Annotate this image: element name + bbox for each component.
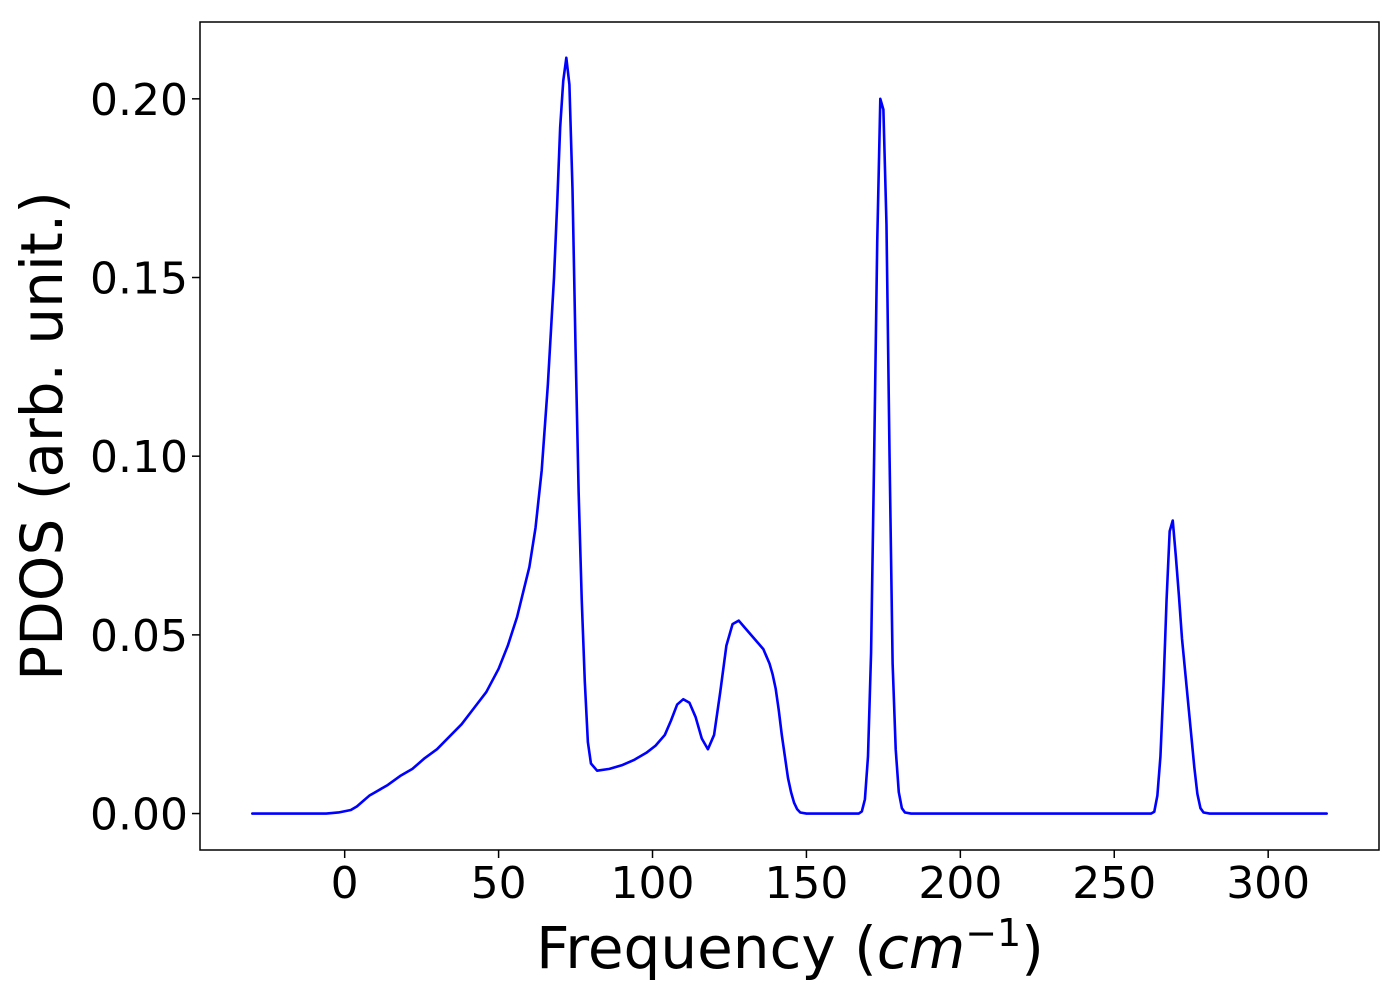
x-tick-label: 300 bbox=[1226, 858, 1310, 909]
x-tick-label: 0 bbox=[331, 858, 359, 909]
y-axis-label: PDOS (arb. unit.) bbox=[8, 191, 76, 681]
x-axis-label-math: cm bbox=[877, 914, 965, 982]
y-tick-label: 0.15 bbox=[90, 254, 188, 305]
x-tick-label: 200 bbox=[918, 858, 1002, 909]
series-layer bbox=[251, 56, 1328, 815]
x-axis-label-prefix: Frequency ( bbox=[536, 914, 877, 982]
y-tick-label: 0.20 bbox=[90, 75, 188, 126]
x-axis-ticks: 0 50 100 150 200 250 300 bbox=[331, 850, 1310, 909]
x-axis-label: Frequency (cm−1) bbox=[536, 911, 1044, 982]
x-axis-label-suffix: ) bbox=[1021, 914, 1044, 982]
y-tick-label: 0.10 bbox=[90, 432, 188, 483]
x-tick-label: 100 bbox=[611, 858, 695, 909]
x-axis-label-superscript: −1 bbox=[965, 911, 1021, 955]
pdos-series-line bbox=[251, 56, 1328, 815]
x-tick-label: 150 bbox=[764, 858, 848, 909]
x-tick-label: 50 bbox=[471, 858, 527, 909]
x-tick-label: 250 bbox=[1072, 858, 1156, 909]
y-tick-label: 0.05 bbox=[90, 611, 188, 662]
y-axis-ticks: 0.00 0.05 0.10 0.15 0.20 bbox=[90, 75, 200, 841]
plot-area-frame bbox=[199, 21, 1380, 851]
y-tick-label: 0.00 bbox=[90, 790, 188, 841]
